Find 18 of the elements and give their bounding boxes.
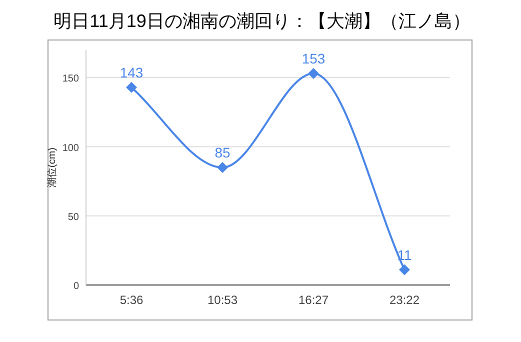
x-tick-label: 10:53	[207, 293, 238, 307]
point	[308, 68, 319, 79]
x-tick-label: 16:27	[298, 293, 329, 307]
data-label: 11	[397, 246, 412, 263]
x-tick-label: 23:22	[389, 293, 420, 307]
point	[126, 82, 137, 93]
x-tick-label: 5:36	[120, 293, 144, 307]
y-tick-label: 0	[73, 281, 80, 292]
chart-title: 明日11月19日の湘南の潮回り：【大潮】（江ノ島）	[54, 11, 470, 31]
data-label: 143	[120, 64, 144, 80]
y-tick-label: 150	[62, 74, 80, 85]
y-axis-title: 潮位(cm)	[46, 148, 58, 188]
y-tick-label: 50	[68, 212, 80, 223]
data-label: 85	[214, 144, 230, 160]
point	[217, 162, 228, 173]
data-label: 153	[302, 50, 326, 66]
y-tick-label: 100	[62, 142, 80, 154]
point	[399, 264, 410, 276]
